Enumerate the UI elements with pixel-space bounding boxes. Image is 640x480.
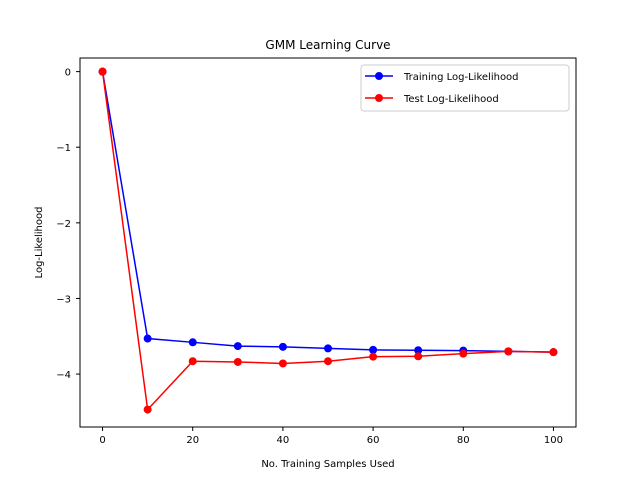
legend-label: Test Log-Likelihood — [403, 94, 499, 105]
x-tick-label: 80 — [457, 435, 470, 446]
x-tick-label: 40 — [277, 435, 290, 446]
x-tick-label: 100 — [544, 435, 563, 446]
legend-box — [360, 64, 570, 112]
y-tick-label: −3 — [56, 294, 71, 305]
data-point — [414, 346, 423, 355]
axes-frame — [79, 57, 577, 428]
data-point — [369, 345, 378, 354]
data-point — [459, 349, 468, 358]
data-point — [143, 334, 152, 343]
data-point — [369, 352, 378, 361]
data-point — [233, 357, 242, 366]
axis-ticks: 0 20 40 60 80 100 0 −1 −2 −3 −4 — [56, 68, 563, 446]
data-point — [549, 348, 558, 357]
x-tick-label: 0 — [99, 435, 105, 446]
data-point — [414, 352, 423, 361]
data-point — [143, 405, 152, 414]
data-point — [188, 338, 197, 347]
data-point — [324, 357, 332, 366]
x-tick-label: 60 — [367, 435, 380, 446]
data-point — [278, 342, 287, 351]
y-tick-label: −2 — [56, 219, 71, 230]
legend-swatch-marker — [375, 94, 383, 102]
legend-swatch-marker — [375, 72, 383, 80]
data-point — [188, 357, 197, 366]
plot-area — [98, 67, 558, 414]
legend: Training Log-Likelihood Test Log-Likeliho… — [360, 64, 570, 112]
data-point — [504, 347, 513, 356]
y-tick-label: −4 — [56, 370, 71, 381]
data-point — [98, 67, 107, 76]
x-tick-label: 20 — [186, 435, 199, 446]
data-point — [233, 342, 242, 351]
data-point — [324, 344, 332, 353]
legend-label: Training Log-Likelihood — [403, 72, 519, 83]
y-axis-label: Log-Likelihood — [34, 207, 45, 279]
y-tick-label: −1 — [56, 143, 71, 154]
chart-title: GMM Learning Curve — [265, 38, 390, 52]
x-axis-label: No. Training Samples Used — [261, 459, 394, 470]
y-tick-label: 0 — [65, 68, 71, 79]
data-point — [278, 359, 287, 368]
